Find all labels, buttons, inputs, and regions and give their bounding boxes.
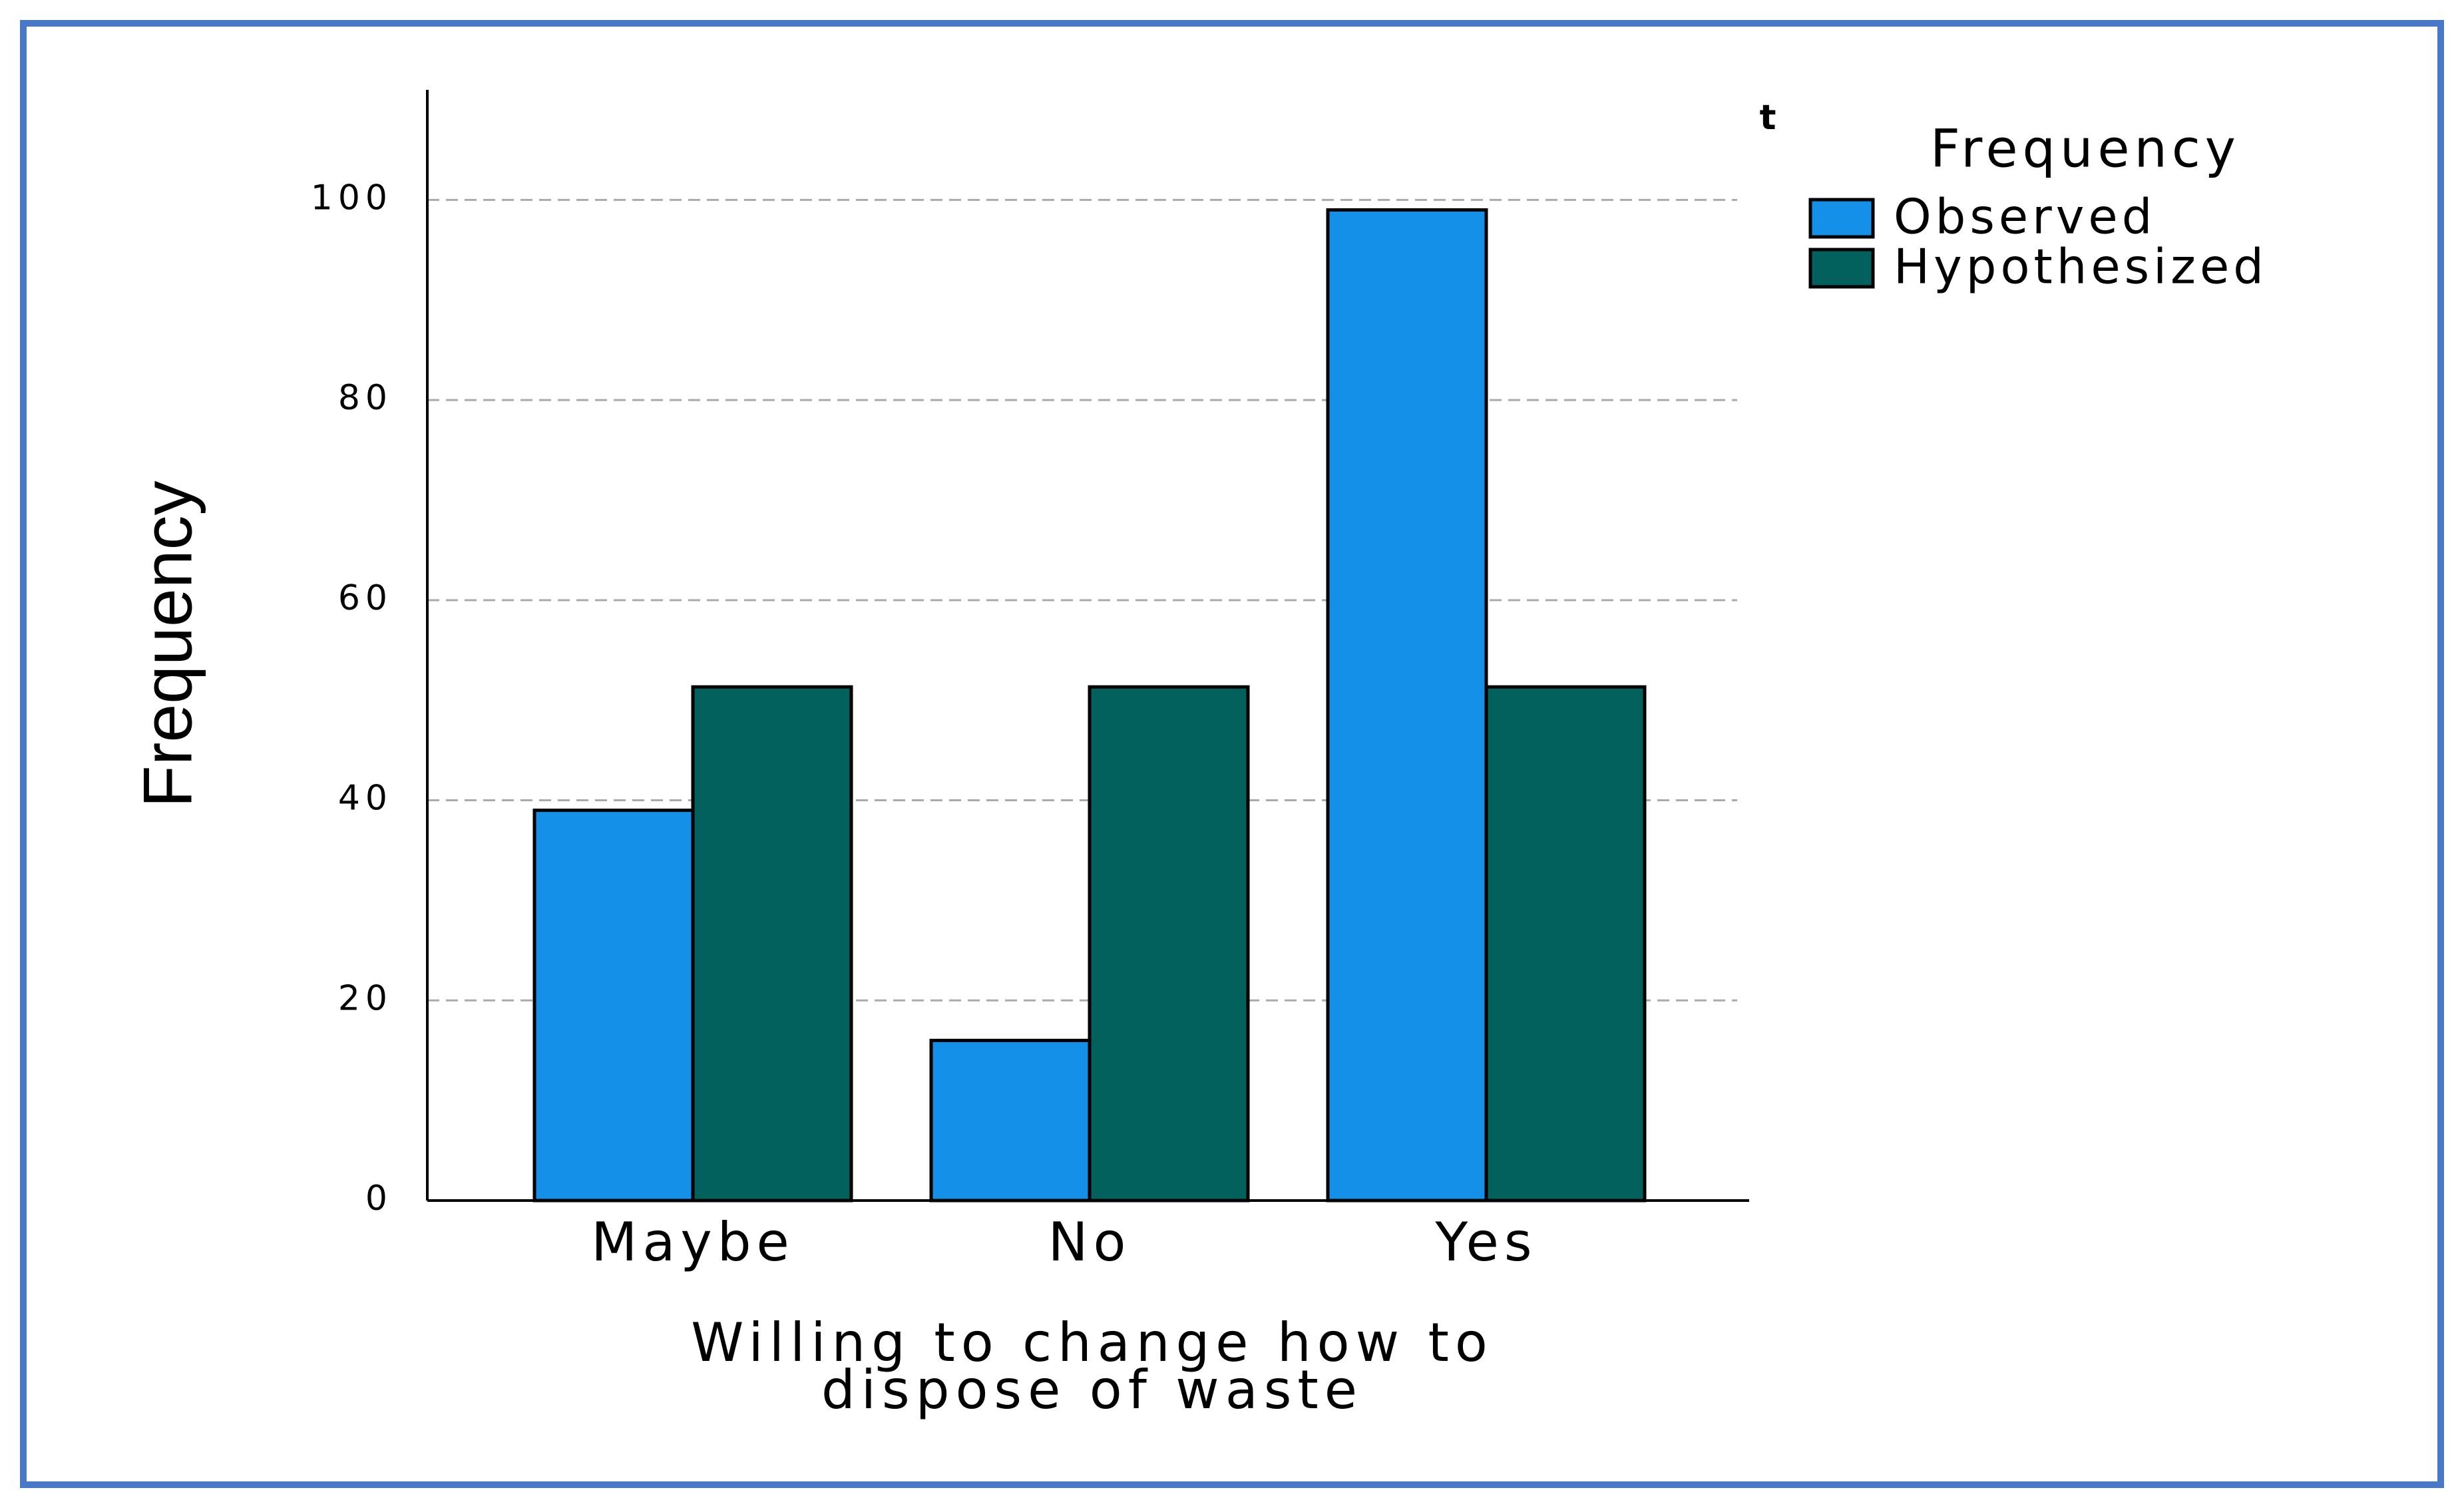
y-tick-label: 20 bbox=[338, 978, 393, 1018]
y-axis-title: Frequency bbox=[129, 480, 206, 807]
y-tick-label: 100 bbox=[311, 178, 393, 218]
x-tick-label: Maybe bbox=[591, 1211, 794, 1273]
corner-text: t bbox=[1760, 98, 1776, 138]
legend-swatch bbox=[1808, 248, 1875, 289]
bar bbox=[691, 685, 853, 1203]
y-tick-label: 80 bbox=[338, 378, 393, 418]
x-axis-title: Willing to change how to bbox=[691, 1312, 1494, 1374]
bar bbox=[929, 1038, 1092, 1203]
bar bbox=[1326, 208, 1488, 1203]
x-tick-label: No bbox=[1048, 1211, 1131, 1273]
y-tick-label: 0 bbox=[365, 1179, 393, 1219]
bar bbox=[1484, 685, 1647, 1203]
legend-swatch bbox=[1808, 198, 1875, 239]
y-tick-label: 40 bbox=[338, 779, 393, 819]
bar bbox=[532, 809, 695, 1203]
x-axis-title: dispose of waste bbox=[821, 1359, 1363, 1421]
bar bbox=[1088, 685, 1250, 1203]
legend-label: Observed bbox=[1894, 189, 2156, 245]
legend-label: Hypothesized bbox=[1894, 239, 2268, 295]
x-tick-label: Yes bbox=[1434, 1211, 1537, 1273]
y-tick-label: 60 bbox=[338, 578, 393, 618]
legend-title: Frequency bbox=[1930, 119, 2240, 179]
